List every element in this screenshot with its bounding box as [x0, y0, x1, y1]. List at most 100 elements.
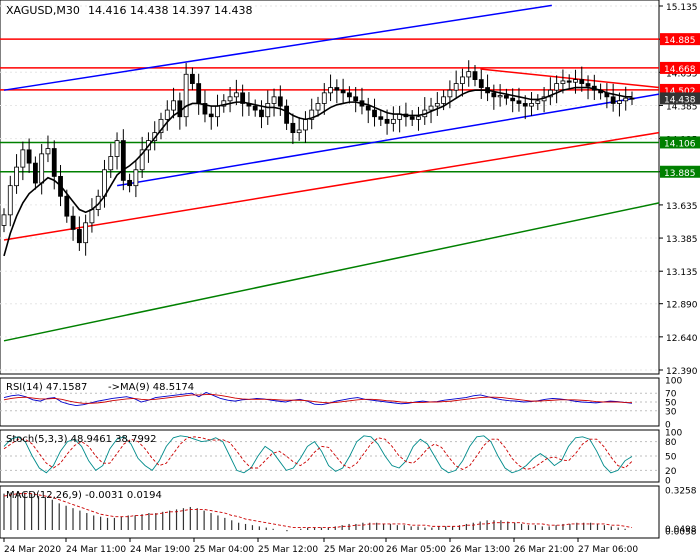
- time-tick-label: 27 Mar 06:00: [578, 545, 638, 555]
- candle-body: [139, 149, 145, 171]
- candle-body: [516, 100, 522, 104]
- candle-body: [365, 105, 371, 111]
- time-tick-label: 26 Mar 05:00: [386, 545, 446, 555]
- candle-body: [372, 109, 377, 118]
- candle-body: [460, 76, 465, 84]
- candle-body: [416, 116, 421, 120]
- candle-body: [478, 79, 484, 88]
- candle-body: [491, 92, 497, 98]
- rsi-tick-label: 100: [665, 377, 682, 387]
- candle-body: [76, 229, 82, 244]
- rsi-ma-label: ->MA(9) 48.5174: [108, 382, 194, 393]
- candle-body: [202, 103, 208, 115]
- candle-body: [535, 100, 541, 104]
- stoch-main-line: [3, 435, 633, 474]
- level-price-tag-label: 14.885: [664, 36, 696, 46]
- candle-body: [14, 166, 19, 187]
- price-tick-label: 15.135: [666, 3, 698, 13]
- price-tick-label: 12.390: [666, 367, 698, 377]
- time-tick-label: 24 Mar 2020: [4, 545, 61, 555]
- rsi-panel-frame: [0, 377, 660, 427]
- candle-body: [189, 73, 195, 84]
- price-panel: XAGUSD,M30 14.416 14.438 14.397 14.438: [0, 0, 660, 375]
- stoch-tick-label: 80: [665, 438, 677, 448]
- candle-body: [290, 122, 296, 134]
- candle-body: [353, 96, 359, 102]
- candle-body: [466, 71, 472, 78]
- candle-body: [560, 80, 566, 84]
- current-price-tag: [660, 92, 700, 105]
- rsi-tick-label: 70: [665, 390, 677, 400]
- candle-body: [252, 105, 258, 111]
- candle-body: [127, 179, 132, 187]
- candle-body: [472, 71, 478, 80]
- candle-body: [51, 148, 57, 177]
- candle-body: [171, 100, 176, 111]
- price-tick-label: 12.640: [666, 334, 698, 344]
- candle-body: [585, 83, 591, 87]
- time-tick-label: 24 Mar 19:00: [130, 545, 190, 555]
- candle-body: [259, 109, 264, 118]
- candle-body: [20, 149, 26, 168]
- candle-body: [240, 92, 246, 104]
- candle-body: [45, 148, 51, 155]
- price-tick-label: 13.385: [666, 235, 698, 245]
- candle-body: [453, 83, 459, 91]
- level-price-tag: [660, 61, 700, 74]
- candle-body: [89, 209, 95, 224]
- trend-lines: [3, 4, 660, 342]
- candle-body: [510, 97, 516, 102]
- price-tick-label: 12.890: [666, 301, 698, 311]
- trend-line: [117, 93, 660, 187]
- candle-body: [390, 118, 396, 124]
- time-tick-label: 25 Mar 12:00: [258, 545, 318, 555]
- candle-body: [497, 95, 503, 98]
- level-price-tag-label: 14.106: [664, 139, 696, 149]
- candle-body: [284, 105, 290, 124]
- candle-body: [428, 105, 434, 111]
- candle-body: [265, 103, 271, 118]
- stoch-tick-label: 0: [665, 477, 671, 487]
- time-axis: 24 Mar 2020 24 Mar 11:00 24 Mar 19:00 25 Ma…: [3, 538, 638, 555]
- candle-body: [208, 113, 214, 118]
- candle-body: [1, 214, 7, 226]
- candle-body: [447, 89, 453, 98]
- candle-body: [164, 109, 170, 120]
- candle-body: [328, 87, 333, 94]
- macd-tick-label: 0.0058: [665, 527, 697, 537]
- rsi-panel: RSI(14) 47.1587 ->MA(9) 48.5174: [0, 377, 660, 427]
- rsi-title: RSI(14) 47.1587: [6, 382, 87, 393]
- candle-body: [529, 103, 534, 107]
- candle-body: [7, 185, 13, 216]
- candle-body: [64, 195, 70, 217]
- stoch-panel: Stoch(5,3,3) 48.9461 38.7992: [0, 429, 660, 483]
- price-axis: 15.13514.88514.63514.38514.13513.88513.6…: [659, 3, 700, 377]
- candle-body: [579, 79, 585, 84]
- rsi-line: [3, 391, 633, 406]
- candle-body: [102, 169, 107, 197]
- macd-tick-label: 0.3258: [665, 487, 697, 497]
- candle-body: [409, 116, 415, 120]
- candle-body: [196, 83, 202, 104]
- level-price-tag: [660, 165, 700, 178]
- candle-body: [215, 105, 220, 118]
- candle-body: [503, 95, 509, 99]
- candle-body: [233, 92, 239, 98]
- candle-body: [309, 109, 315, 120]
- price-tick-label: 14.385: [666, 102, 698, 112]
- candle-body: [321, 92, 327, 104]
- trend-line: [3, 131, 660, 241]
- candle-body: [315, 103, 321, 111]
- candle-body: [271, 96, 277, 104]
- candle-body: [133, 169, 139, 187]
- candle-body: [378, 116, 384, 120]
- level-price-tag-label: 14.502: [664, 87, 696, 97]
- current-price-label: 14.438: [664, 95, 696, 105]
- rsi-ma-line: [3, 394, 633, 404]
- candle-body: [629, 97, 635, 100]
- candle-body: [83, 222, 89, 244]
- candle-body: [573, 79, 578, 83]
- candle-body: [120, 140, 126, 181]
